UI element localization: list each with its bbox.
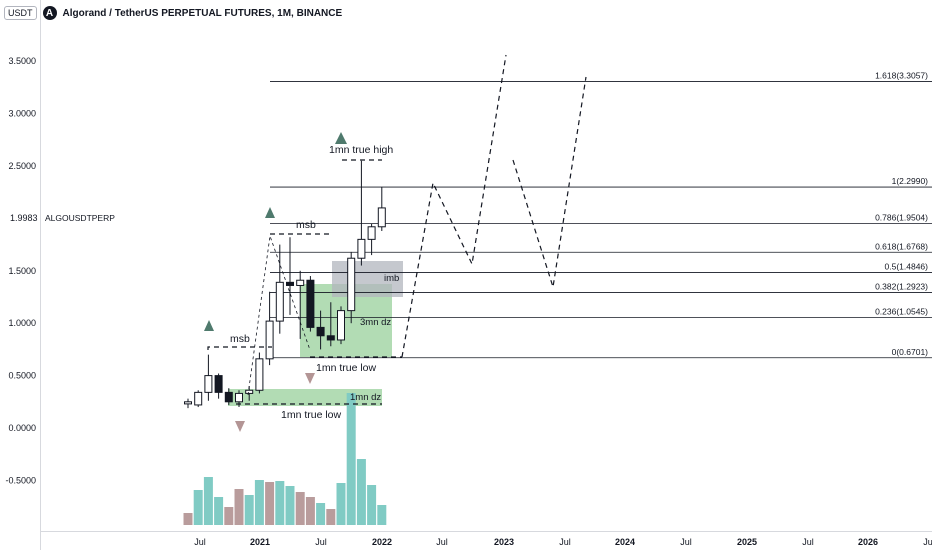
fib-level-label: 0(0.6701) (892, 347, 929, 357)
candle-body (204, 375, 213, 393)
time-tick-label: Jul (315, 537, 327, 547)
label-3mn-dz: 3mn dz (360, 317, 391, 328)
down-arrow-icon (235, 421, 245, 432)
fib-level-label: 1.618(3.3057) (875, 71, 928, 81)
label-imbalance: imb (384, 273, 399, 284)
projection-path-b (512, 76, 587, 288)
symbol-price-tag: ALGOUSDTPERP (42, 211, 118, 225)
demand-zone-1mn (228, 389, 382, 406)
volume-bar (305, 497, 315, 525)
label-true-high: 1mn true high (329, 144, 393, 156)
symbol-title: Algorand / TetherUS PERPETUAL FUTURES, 1… (62, 7, 343, 19)
volume-bar (234, 489, 244, 525)
volume-bar (336, 483, 346, 525)
price-tick-label: 3.0000 (8, 109, 36, 119)
fib-level-label: 0.382(1.2923) (875, 282, 928, 292)
candle-body (326, 335, 335, 341)
volume-bar (367, 485, 377, 525)
volume-bar (285, 486, 295, 525)
volume-bar (203, 477, 213, 525)
time-tick-label: Jul (436, 537, 448, 547)
volume-bar (214, 497, 224, 525)
price-tick-label: 2.5000 (8, 161, 36, 171)
time-axis-ticks: Jul 2021 Jul 2022 Jul 2023 Jul 2024 Jul 2025 Jul 20… (194, 537, 932, 547)
currency-badge[interactable]: USDT (4, 6, 37, 20)
fib-level-label: 0.618(1.6768) (875, 241, 928, 251)
time-tick-label: 2026 (858, 537, 878, 547)
swing-path (247, 235, 311, 396)
price-axis-ticks: 3.5000 3.0000 2.5000 1.5000 1.0000 0.5000 0.00… (5, 56, 36, 485)
candle-body (255, 358, 264, 391)
price-tick-label: -0.5000 (5, 475, 36, 485)
time-tick-label: 2024 (615, 537, 635, 547)
projection-path-a (401, 54, 507, 358)
time-tick-label: 2025 (737, 537, 757, 547)
volume-bar (326, 509, 336, 525)
volume-bar (275, 481, 285, 525)
price-tick-label: 1.0000 (8, 318, 36, 328)
volume-bar (183, 513, 193, 525)
label-msb-upper: msb (296, 219, 316, 231)
candle-body (337, 310, 345, 341)
candle-body (357, 238, 366, 259)
volume-bar (346, 393, 356, 525)
time-tick-label: Jul (680, 537, 692, 547)
imbalance-zone (332, 261, 403, 297)
algorand-logo-icon: A (42, 6, 57, 20)
candle-body (235, 392, 243, 403)
time-tick-label: 2023 (494, 537, 514, 547)
volume-bar (295, 492, 305, 525)
price-tick-label: 1.5000 (8, 266, 36, 276)
candle-body (194, 391, 203, 406)
price-axis[interactable]: 3.5000 3.0000 2.5000 1.5000 1.0000 0.5000 0.00… (0, 0, 41, 550)
volume-bar (254, 480, 264, 525)
candle-body (316, 326, 325, 337)
candle-body (296, 279, 305, 286)
candle-body (265, 320, 274, 360)
fib-level-label: 0.236(1.0545) (875, 306, 928, 316)
time-tick-label: Jul (923, 537, 932, 547)
candle-body (367, 226, 376, 240)
current-price-label: 1.9983 (0, 211, 40, 225)
chart-header: USDT A Algorand / TetherUS PERPETUAL FUT… (4, 4, 342, 22)
candle-body (224, 391, 233, 403)
label-1mn-dz: 1mn dz (350, 392, 381, 403)
fib-level-label: 0.786(1.9504) (875, 213, 928, 223)
candle-body (214, 375, 223, 393)
up-arrow-icon (204, 320, 214, 331)
label-msb-lower: msb (230, 333, 250, 345)
fib-level-label: 0.5(1.4846) (885, 261, 929, 271)
candle-body (275, 281, 284, 322)
down-arrow-icon (305, 373, 315, 384)
volume-bar (377, 505, 387, 525)
label-true-low-lower: 1mn true low (281, 409, 342, 421)
volume-bar (316, 503, 326, 525)
price-tick-label: 0.0000 (8, 423, 36, 433)
time-tick-label: 2021 (250, 537, 270, 547)
label-true-low-upper: 1mn true low (316, 362, 377, 374)
time-tick-label: 2022 (372, 537, 392, 547)
volume-bar (244, 495, 254, 525)
up-arrow-icon (335, 132, 347, 144)
candle-body (347, 257, 356, 312)
candle-body (306, 279, 315, 328)
time-axis[interactable]: Jul 2021 Jul 2022 Jul 2023 Jul 2024 Jul 2025 Jul 20… (40, 531, 932, 551)
fib-level-label: 1(2.2990) (892, 176, 929, 186)
candle-body (184, 401, 192, 405)
candle-body (245, 389, 254, 394)
time-tick-label: Jul (802, 537, 814, 547)
volume-bar (265, 482, 275, 525)
volume-bar (193, 490, 203, 525)
candle-body (377, 207, 386, 228)
volume-bar (356, 459, 366, 525)
volume-bar (224, 507, 234, 525)
price-tick-label: 3.5000 (8, 56, 36, 66)
up-arrow-icon (265, 207, 275, 218)
time-tick-label: Jul (194, 537, 206, 547)
time-tick-label: Jul (559, 537, 571, 547)
price-tick-label: 0.5000 (8, 371, 36, 381)
msb-lower-bracket (207, 346, 272, 350)
